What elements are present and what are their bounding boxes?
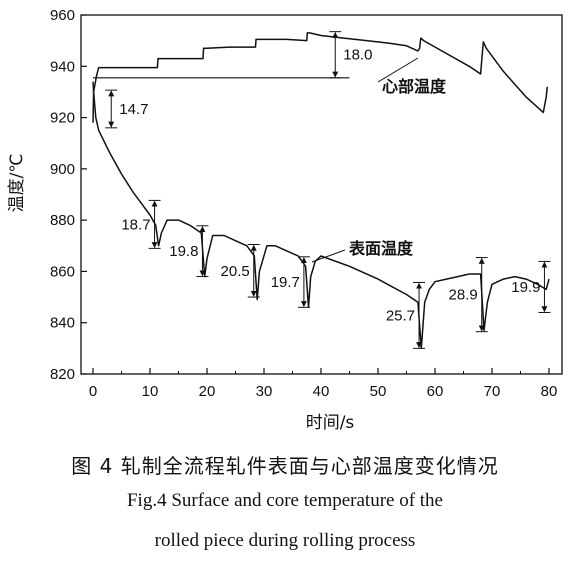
caption-english-line2: rolled piece during rolling process bbox=[154, 530, 416, 551]
annotation-label: 28.9 bbox=[449, 287, 478, 304]
annotation-label: 19.9 bbox=[511, 279, 540, 296]
annotation-label: 18.0 bbox=[343, 47, 372, 64]
x-tick-label: 10 bbox=[142, 383, 159, 400]
annotation-label: 14.7 bbox=[119, 101, 148, 118]
temperature-chart: 0 10 20 30 40 50 60 70 80 820 840 860 880 900 920 940 96… bbox=[7, 7, 563, 433]
y-axis-label: 温度/℃ bbox=[7, 154, 27, 213]
caption-chinese: 图 4 轧制全流程轧件表面与心部温度变化情况 bbox=[71, 454, 499, 478]
x-tick-label: 0 bbox=[89, 383, 97, 400]
y-tick-label: 960 bbox=[50, 7, 75, 24]
x-axis-label: 时间/s bbox=[306, 413, 355, 433]
caption-english-line1: Fig.4 Surface and core temperature of th… bbox=[126, 490, 443, 511]
core-temperature-line bbox=[92, 32, 549, 123]
series-label-surface: 表面温度 bbox=[348, 239, 414, 258]
surface-label-leader bbox=[311, 249, 346, 263]
annotation-label: 20.5 bbox=[221, 263, 250, 280]
annotation-label: 19.7 bbox=[271, 274, 300, 291]
x-tick-label: 20 bbox=[199, 383, 216, 400]
x-tick-label: 40 bbox=[313, 383, 330, 400]
annotation-label: 25.7 bbox=[386, 307, 415, 324]
x-tick-label: 30 bbox=[256, 383, 273, 400]
y-tick-label: 820 bbox=[50, 366, 75, 383]
series-label-core: 心部温度 bbox=[382, 77, 447, 96]
x-tick-label: 50 bbox=[370, 383, 387, 400]
y-tick-label: 840 bbox=[50, 315, 75, 332]
annotation-label: 18.7 bbox=[121, 216, 150, 233]
x-tick-label: 80 bbox=[541, 383, 558, 400]
y-tick-label: 940 bbox=[50, 58, 75, 75]
surface-temperature-line bbox=[92, 81, 550, 350]
annotations: 14.7 18.0 18.7 19.8 20.5 19.7 25.7 28.9 19.9 bbox=[105, 31, 551, 349]
y-tick-label: 860 bbox=[50, 263, 75, 280]
plot-frame bbox=[80, 14, 563, 375]
x-tick-label: 70 bbox=[484, 383, 501, 400]
plot-border bbox=[80, 14, 563, 375]
y-tick-label: 900 bbox=[50, 161, 75, 178]
series-lines bbox=[92, 32, 550, 350]
axis-ticks: 0 10 20 30 40 50 60 70 80 820 840 860 880 900 920 940 96… bbox=[50, 7, 557, 400]
y-tick-label: 920 bbox=[50, 110, 75, 127]
annotation-label: 19.8 bbox=[169, 243, 198, 260]
core-label-leader bbox=[377, 57, 419, 83]
y-tick-label: 880 bbox=[50, 212, 75, 229]
x-tick-label: 60 bbox=[427, 383, 444, 400]
